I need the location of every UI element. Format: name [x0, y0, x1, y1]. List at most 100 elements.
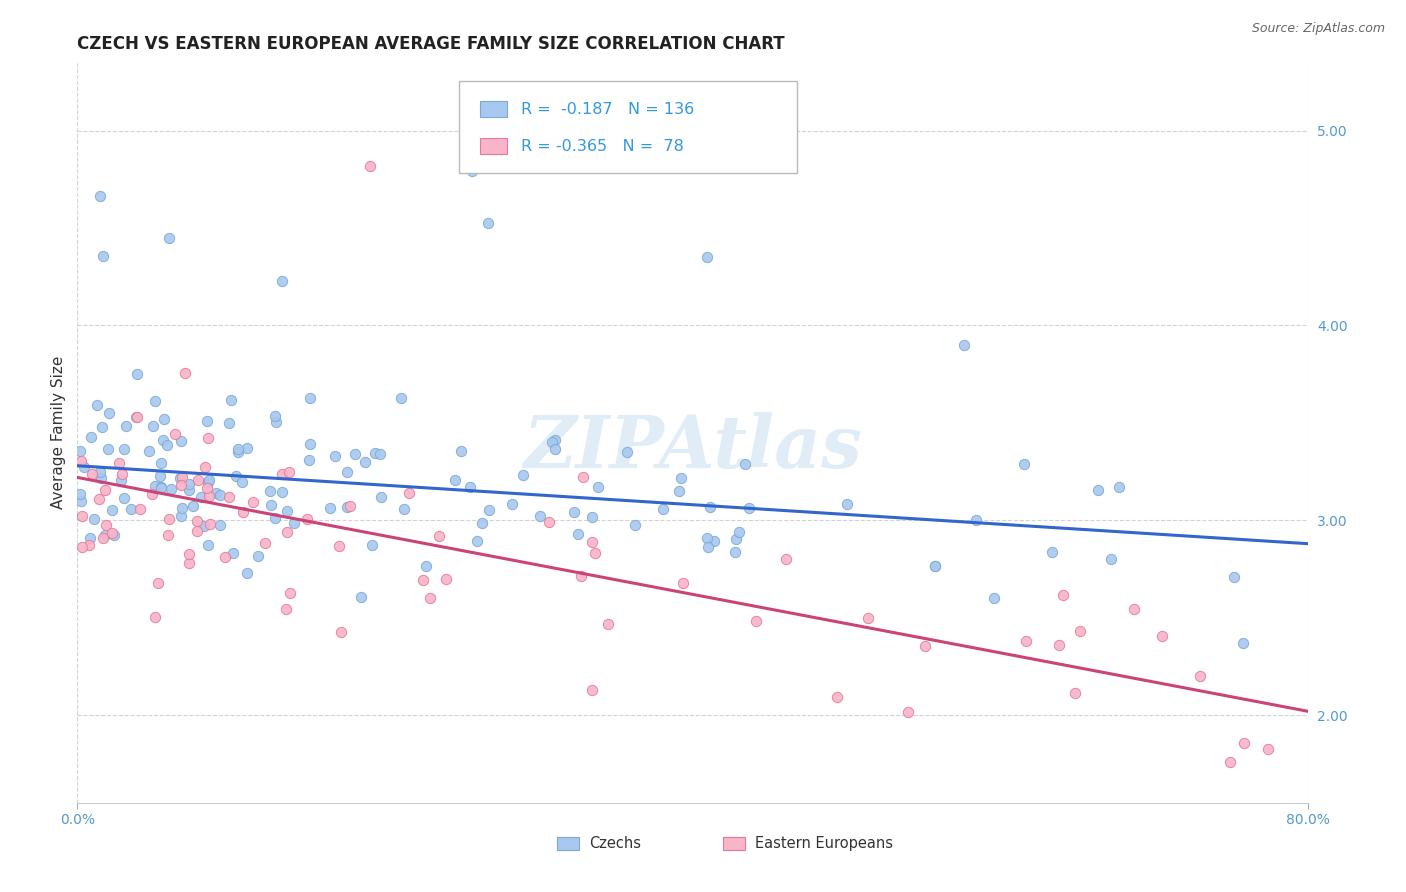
Point	[197, 431, 219, 445]
Point	[97, 442, 120, 457]
Point	[148, 575, 170, 590]
Point	[226, 445, 249, 459]
Text: Source: ZipAtlas.com: Source: ZipAtlas.com	[1251, 22, 1385, 36]
Point	[359, 159, 381, 173]
Point	[226, 442, 249, 456]
Point	[150, 481, 173, 495]
Text: Czechs: Czechs	[589, 836, 641, 851]
Point	[209, 488, 232, 502]
Point	[295, 512, 318, 526]
Point	[152, 412, 174, 426]
Point	[319, 500, 342, 515]
Point	[924, 559, 946, 574]
Point	[231, 475, 253, 489]
Point	[583, 546, 606, 560]
Point	[112, 442, 135, 456]
Point	[444, 474, 467, 488]
Point	[336, 500, 359, 515]
Point	[170, 470, 193, 484]
Point	[73, 459, 96, 474]
Point	[96, 518, 118, 533]
Point	[364, 445, 387, 459]
Point	[897, 705, 920, 719]
Point	[169, 509, 191, 524]
Point	[572, 469, 595, 483]
Point	[672, 576, 695, 591]
Point	[1047, 638, 1070, 652]
Point	[159, 483, 181, 497]
Point	[236, 566, 259, 580]
Point	[669, 471, 692, 485]
Point	[218, 416, 240, 430]
Point	[87, 491, 110, 506]
Point	[97, 406, 120, 420]
Point	[567, 526, 589, 541]
Point	[727, 525, 749, 540]
Point	[80, 429, 103, 443]
Point	[569, 569, 592, 583]
Point	[70, 540, 93, 554]
Point	[278, 586, 301, 600]
Point	[69, 443, 91, 458]
Point	[276, 504, 298, 518]
Point	[1052, 588, 1074, 602]
Text: R = -0.365   N =  78: R = -0.365 N = 78	[522, 138, 685, 153]
Point	[298, 391, 321, 405]
Point	[143, 479, 166, 493]
Point	[125, 367, 148, 381]
Point	[581, 682, 603, 697]
FancyBboxPatch shape	[557, 837, 579, 850]
Point	[263, 409, 285, 423]
Point	[276, 524, 298, 539]
Point	[1233, 736, 1256, 750]
Point	[298, 453, 321, 467]
Point	[112, 491, 135, 505]
Point	[150, 480, 173, 494]
Point	[253, 535, 276, 549]
Point	[1099, 551, 1122, 566]
Point	[415, 559, 437, 574]
Point	[128, 502, 150, 516]
Point	[924, 558, 946, 573]
Point	[205, 486, 228, 500]
Point	[360, 538, 382, 552]
FancyBboxPatch shape	[479, 138, 506, 154]
Point	[596, 616, 619, 631]
Point	[149, 456, 172, 470]
Point	[170, 478, 193, 492]
Point	[1189, 669, 1212, 683]
Point	[541, 434, 564, 449]
Point	[222, 546, 245, 560]
Point	[460, 164, 482, 178]
Point	[368, 447, 391, 461]
Point	[156, 528, 179, 542]
Point	[264, 415, 287, 429]
Y-axis label: Average Family Size: Average Family Size	[51, 356, 66, 509]
Point	[177, 556, 200, 570]
Point	[724, 532, 747, 546]
Point	[581, 510, 603, 524]
Point	[90, 471, 112, 485]
Point	[186, 514, 208, 528]
Point	[1040, 545, 1063, 559]
Point	[458, 480, 481, 494]
Point	[529, 509, 551, 524]
Point	[177, 477, 200, 491]
Point	[477, 502, 499, 516]
Point	[103, 528, 125, 542]
Point	[471, 516, 494, 530]
Point	[1087, 483, 1109, 497]
Point	[142, 418, 165, 433]
Point	[1223, 570, 1246, 584]
Point	[157, 231, 180, 245]
Point	[343, 447, 366, 461]
Point	[143, 609, 166, 624]
Point	[434, 573, 457, 587]
Point	[1123, 602, 1146, 616]
Point	[83, 512, 105, 526]
Point	[651, 502, 673, 516]
Point	[835, 497, 858, 511]
Point	[914, 639, 936, 653]
Point	[538, 515, 561, 529]
FancyBboxPatch shape	[479, 101, 506, 117]
